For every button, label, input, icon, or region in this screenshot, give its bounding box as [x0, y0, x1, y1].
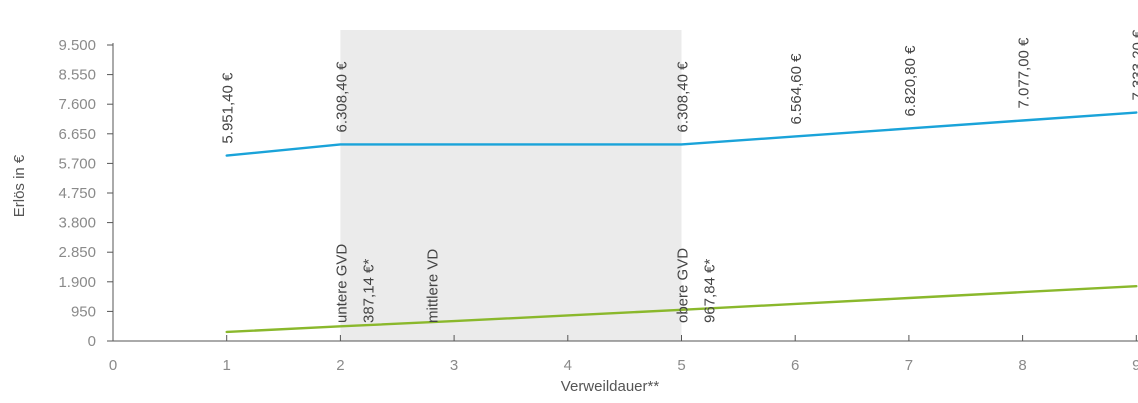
y-tick-label: 6.650: [58, 126, 96, 143]
x-tick-label: 1: [223, 357, 231, 374]
y-tick-label: 1.900: [58, 274, 96, 291]
y-tick-label: 5.700: [58, 155, 96, 172]
y-tick-label: 8.550: [58, 67, 96, 84]
data-label: 7.077,00 €: [1016, 37, 1033, 109]
x-tick-label: 8: [1018, 357, 1026, 374]
data-label: 6.308,40 €: [333, 61, 350, 133]
x-axis-title: Verweildauer**: [561, 378, 660, 395]
data-label: 6.308,40 €: [675, 61, 692, 133]
x-tick-label: 0: [109, 357, 117, 374]
x-tick-label: 7: [905, 357, 913, 374]
x-tick-label: 9: [1132, 357, 1138, 374]
annotation-label: mittlere VD: [424, 249, 441, 323]
data-label: 5.951,40 €: [220, 72, 237, 144]
x-tick-label: 3: [450, 357, 458, 374]
annotation-label: 387,14 €*: [360, 259, 377, 323]
data-label: 6.564,60 €: [788, 53, 805, 125]
y-axis-title: Erlös in €: [11, 154, 28, 217]
shaded-region: [340, 30, 682, 341]
y-tick-label: 7.600: [58, 96, 96, 113]
y-tick-label: 0: [88, 333, 96, 350]
x-tick-label: 4: [564, 357, 572, 374]
y-tick-label: 9.500: [58, 37, 96, 54]
x-tick-label: 6: [791, 357, 799, 374]
x-tick-label: 2: [336, 357, 344, 374]
data-label: 6.820,80 €: [902, 45, 919, 117]
data-label: 7.333,20 €: [1129, 29, 1138, 101]
annotation-label: 967,84 €*: [702, 259, 719, 323]
x-tick-label: 5: [677, 357, 685, 374]
annotation-label: untere GVD: [333, 244, 350, 323]
series-line-1: [225, 111, 1138, 157]
y-tick-label: 950: [71, 303, 96, 320]
y-tick-label: 4.750: [58, 185, 96, 202]
y-tick-label: 2.850: [58, 244, 96, 261]
annotation-label: obere GVD: [675, 248, 692, 323]
y-tick-label: 3.800: [58, 215, 96, 232]
series-line-2: [225, 284, 1138, 334]
